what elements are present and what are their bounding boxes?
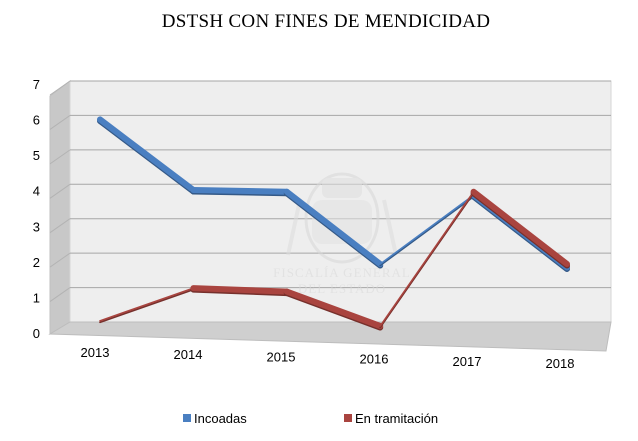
gridline-side bbox=[49, 252, 71, 268]
y-tick-label: 7 bbox=[33, 77, 40, 92]
x-tick-label: 2013 bbox=[81, 345, 110, 360]
gridline-side bbox=[49, 183, 71, 199]
series-segment bbox=[379, 190, 475, 327]
x-axis: 2013 2014 2015 2016 2017 2018 bbox=[81, 345, 575, 371]
series-segment bbox=[97, 116, 197, 194]
watermark-line-2: DEL ESTADO bbox=[298, 281, 386, 296]
gridline-side bbox=[49, 149, 71, 165]
y-tick-label: 5 bbox=[33, 148, 40, 163]
y-tick-label: 2 bbox=[33, 255, 40, 270]
gridline-side bbox=[49, 115, 71, 130]
series-segment bbox=[283, 288, 384, 329]
legend-label: En tramitación bbox=[355, 411, 438, 426]
gridline-side bbox=[49, 287, 71, 302]
series-segment bbox=[283, 188, 384, 268]
legend-label: Incoadas bbox=[194, 411, 247, 426]
legend-swatch bbox=[344, 414, 352, 422]
series-segment bbox=[99, 287, 195, 322]
watermark: FISCALÍA GENERAL DEL ESTADO bbox=[273, 172, 411, 296]
floor bbox=[48, 321, 612, 352]
series-segment-shadow bbox=[379, 195, 475, 267]
legend-swatch bbox=[183, 414, 191, 422]
series-segment bbox=[190, 187, 290, 195]
gridlines bbox=[49, 80, 611, 302]
y-tick-label: 6 bbox=[33, 113, 40, 128]
legend-item-incoadas: Incoadas bbox=[183, 411, 247, 426]
watermark-seal-icon bbox=[286, 172, 398, 264]
x-tick-label: 2016 bbox=[360, 352, 389, 367]
y-tick-label: 0 bbox=[33, 326, 40, 341]
chart-title: DSTSH CON FINES DE MENDICIDAD bbox=[162, 11, 491, 32]
series-segment bbox=[190, 285, 290, 295]
left-wall bbox=[49, 80, 71, 335]
watermark-line-1: FISCALÍA GENERAL bbox=[273, 265, 411, 280]
series-lines bbox=[97, 116, 570, 331]
x-tick-label: 2015 bbox=[267, 349, 296, 364]
series-en-tramitacion bbox=[99, 188, 570, 331]
x-tick-label: 2014 bbox=[174, 347, 203, 362]
series-segment-shadow bbox=[379, 192, 475, 329]
series-segment bbox=[379, 194, 475, 265]
series-segment bbox=[470, 188, 570, 268]
gridline-side bbox=[49, 218, 71, 234]
legend: Incoadas En tramitación bbox=[183, 411, 438, 426]
y-axis: 0 1 2 3 4 5 6 7 bbox=[33, 77, 40, 341]
plot-area bbox=[48, 80, 612, 352]
y-tick-label: 4 bbox=[33, 184, 40, 199]
y-tick-label: 1 bbox=[33, 290, 40, 305]
x-tick-label: 2017 bbox=[453, 354, 482, 369]
legend-item-en-tramitacion: En tramitación bbox=[344, 411, 438, 426]
series-segment-shadow bbox=[99, 288, 195, 324]
gridline-side bbox=[49, 80, 71, 96]
y-tick-label: 3 bbox=[33, 219, 40, 234]
x-tick-label: 2018 bbox=[546, 356, 575, 371]
